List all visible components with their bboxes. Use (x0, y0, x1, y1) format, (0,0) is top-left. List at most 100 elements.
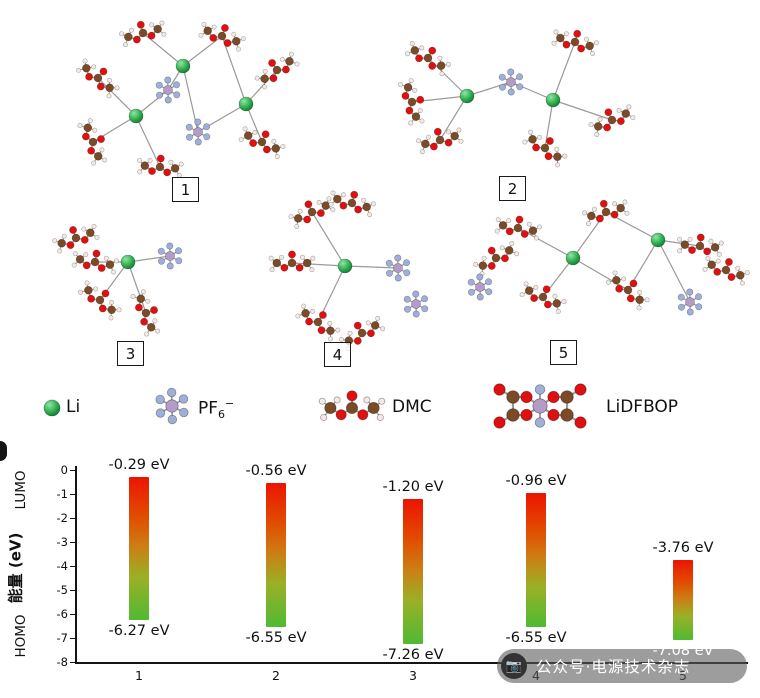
pf6-molecule (185, 118, 211, 146)
dmc-molecule (238, 126, 286, 159)
dmc-molecule (519, 281, 567, 314)
dmc-molecule (71, 249, 119, 275)
camera-icon: 📷 (501, 653, 527, 679)
dmc-molecule (702, 255, 750, 286)
dmc-molecule (473, 240, 520, 277)
pf6-molecule (677, 288, 703, 316)
x-tick-label-3: 3 (409, 668, 417, 683)
li-atom (43, 399, 61, 417)
dmc-molecule (77, 118, 108, 166)
pf6-superscript: − (225, 397, 235, 410)
structure-label-3: 3 (117, 341, 144, 366)
energy-bar-5 (673, 560, 693, 640)
y-tick-label: -7 (56, 631, 68, 645)
dmc-molecule (404, 40, 451, 77)
y-axis-title: 能量 (eV) (6, 532, 25, 604)
y-tick (70, 470, 75, 472)
dmc-molecule (268, 250, 316, 273)
watermark-text: 公众号·电源技术杂志 (536, 658, 691, 676)
dmc-molecule (254, 51, 300, 90)
lumo-value-label-2: -0.56 eV (245, 463, 307, 480)
y-tick (70, 614, 75, 616)
molecular-structures-figure (43, 20, 750, 429)
lumo-value-label-4: -0.96 eV (505, 473, 567, 490)
y-tick (70, 638, 75, 640)
y-axis-label-homo: HOMO (13, 614, 29, 658)
y-tick-label: -5 (56, 583, 68, 597)
homo-value-label-3: -7.26 eV (382, 647, 444, 664)
energy-bar-1 (129, 476, 149, 621)
pf6-molecule (155, 387, 189, 425)
x-tick-label-2: 2 (272, 668, 280, 683)
pf6-molecule (403, 290, 429, 318)
structure-4-molecule (268, 190, 429, 352)
li-atom (565, 250, 581, 266)
dmc-molecule (551, 29, 599, 57)
homo-value-label-1: -6.27 eV (108, 623, 170, 640)
lumo-value-label-1: -0.29 eV (108, 456, 170, 473)
homo-value-label-4: -6.55 eV (505, 630, 567, 647)
lumo-value-label-3: -1.20 eV (382, 478, 444, 495)
watermark: 📷 公众号·电源技术杂志 (497, 649, 747, 683)
pf6-molecule (498, 68, 524, 96)
legend-label-pf6: PF6− (198, 397, 234, 421)
legend-label-li: Li (66, 397, 81, 417)
structure-label-4: 4 (324, 342, 351, 367)
legend-label-lidfbop: LiDFBOP (606, 397, 679, 417)
homo-value-label-5: -7.08 eV (652, 642, 714, 659)
structure-1-molecule (75, 20, 300, 178)
structure-label-1: 1 (172, 177, 199, 202)
y-tick-label: 0 (60, 463, 68, 477)
y-tick (70, 662, 75, 664)
li-atom (128, 108, 144, 124)
dmc-molecule (130, 289, 161, 337)
structure-5-molecule (467, 199, 750, 316)
dmc-molecule (295, 303, 341, 342)
pf6-molecule (467, 273, 493, 301)
pf6-molecule (385, 254, 411, 282)
li-atom (650, 232, 666, 248)
pf6-molecule (157, 242, 183, 270)
legend-label-dmc: DMC (392, 397, 432, 417)
dmc-molecule (52, 223, 100, 254)
li-atom (545, 92, 561, 108)
structure-label-5: 5 (550, 340, 577, 365)
dmc-molecule (318, 390, 386, 421)
y-axis-label-lumo: LUMO (13, 470, 29, 510)
lumo-value-label-5: -3.76 eV (652, 540, 714, 557)
structure-2-molecule (397, 29, 636, 168)
li-atom (120, 254, 136, 270)
y-tick (70, 542, 75, 544)
homo-value-label-2: -6.55 eV (245, 630, 307, 647)
y-tick-label: -2 (56, 511, 68, 525)
li-atom (459, 88, 475, 104)
y-tick-label: -8 (56, 655, 68, 669)
energy-bar-3 (403, 498, 423, 645)
x-axis (75, 662, 748, 664)
energy-bar-2 (266, 483, 286, 628)
dmc-molecule (75, 58, 120, 99)
y-tick (70, 566, 75, 568)
y-tick-label: -4 (56, 559, 68, 573)
dmc-molecule (677, 233, 724, 257)
dmc-molecule (288, 196, 336, 229)
dmc-molecule (605, 270, 650, 311)
lidfbop-molecule (493, 383, 587, 429)
y-tick (70, 518, 75, 520)
dmc-molecule (77, 280, 122, 321)
dmc-molecule (588, 104, 636, 137)
energy-bar-4 (526, 493, 546, 628)
structure-label-2: 2 (499, 176, 526, 201)
pf6-subscript: 6 (218, 408, 226, 422)
li-atom (238, 96, 254, 112)
dmc-molecule (397, 78, 425, 126)
legend-icons (43, 383, 587, 429)
pf6-molecule (155, 76, 181, 104)
y-tick-label: -1 (56, 487, 68, 501)
dmc-molecule (137, 154, 184, 178)
y-tick (70, 590, 75, 592)
dmc-molecule (582, 199, 630, 227)
y-tick-label: -3 (56, 535, 68, 549)
dmc-molecule (198, 21, 246, 52)
energy-level-chart: LUMO 能量 (eV) HOMO 0-1-2-3-4-5-6-7-812345… (0, 455, 760, 698)
